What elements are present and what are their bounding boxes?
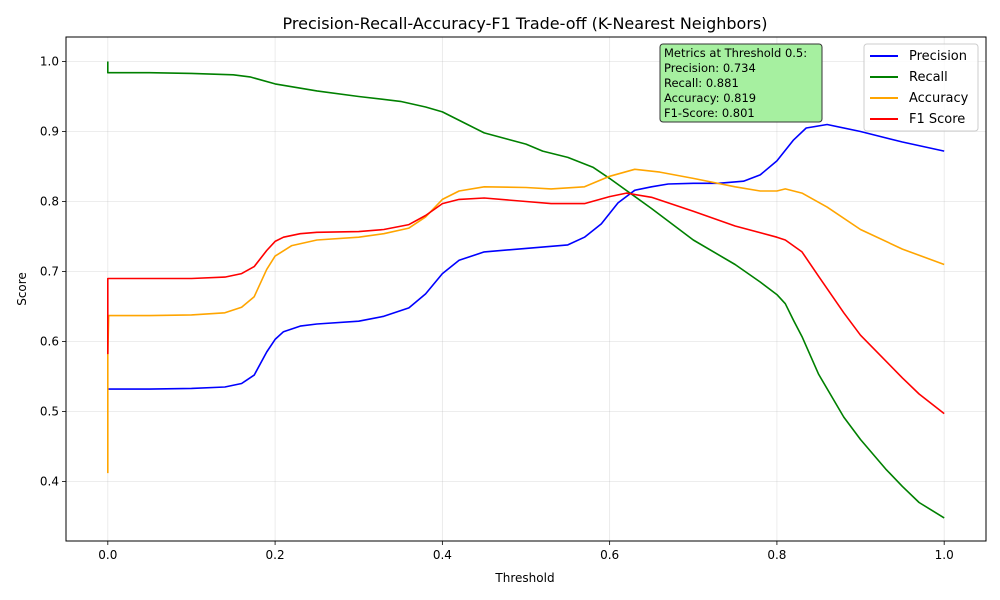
x-axis-label: Threshold [494, 571, 554, 585]
series-line-accuracy [107, 168, 945, 474]
y-tick-label: 0.8 [40, 195, 59, 209]
legend: Precision Recall Accuracy F1 Score [863, 43, 979, 132]
series-line-recall [107, 61, 945, 519]
metrics-annotation: Metrics at Threshold 0.5: Precision: 0.7… [659, 43, 823, 123]
annotation-line-4: Accuracy: 0.819 [664, 91, 756, 105]
legend-box [863, 43, 979, 132]
y-tick-label: 1.0 [40, 55, 59, 69]
annotation-box [659, 43, 823, 123]
x-tick-label: 0.6 [600, 548, 619, 562]
x-tick-label: 0.4 [433, 548, 452, 562]
series-line-f1-score [107, 192, 945, 415]
legend-label-f1-score: F1 Score [909, 112, 965, 127]
y-tick-label: 0.6 [40, 335, 59, 349]
legend-label-precision: Precision [909, 49, 967, 64]
y-tick-label: 0.9 [40, 125, 59, 139]
chart-title: Precision-Recall-Accuracy-F1 Trade-off (… [283, 14, 768, 33]
series-line-precision [107, 123, 945, 390]
x-tick-label: 1.0 [935, 548, 954, 562]
series-lines [107, 61, 945, 519]
annotation-line-5: F1-Score: 0.801 [664, 106, 755, 120]
annotation-line-1: Metrics at Threshold 0.5: [664, 46, 807, 60]
y-axis-label: Score [15, 272, 29, 306]
ticks: 0.0 0.2 0.4 0.6 0.8 1.0 0.4 0.5 0.6 0.7 0.8 0.9 1.0 [40, 55, 954, 563]
y-tick-label: 0.4 [40, 475, 59, 489]
x-tick-label: 0.2 [266, 548, 285, 562]
y-tick-label: 0.5 [40, 405, 59, 419]
legend-label-recall: Recall [909, 70, 948, 85]
x-tick-label: 0.8 [767, 548, 786, 562]
x-tick-label: 0.0 [98, 548, 117, 562]
y-tick-label: 0.7 [40, 265, 59, 279]
annotation-line-3: Recall: 0.881 [664, 76, 739, 90]
legend-label-accuracy: Accuracy [909, 91, 969, 106]
annotation-line-2: Precision: 0.734 [664, 61, 756, 75]
plot-frame [65, 36, 987, 542]
